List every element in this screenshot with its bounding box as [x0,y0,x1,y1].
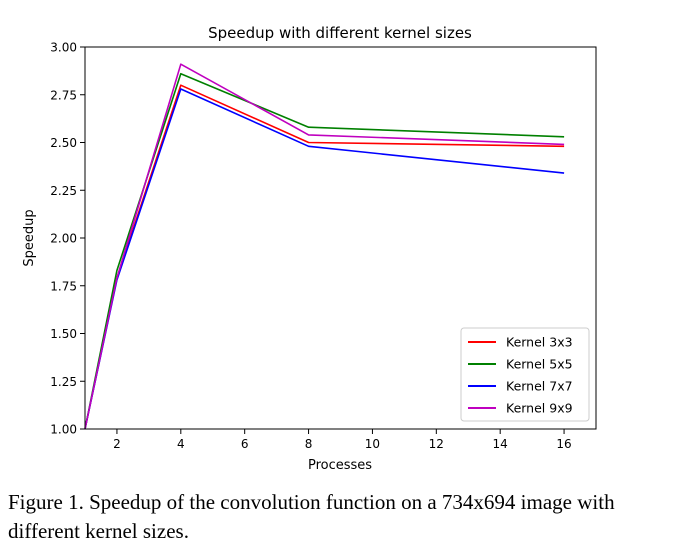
chart-title: Speedup with different kernel sizes [208,24,472,42]
legend-box [460,327,590,422]
x-tick-label: 12 [429,437,444,451]
y-tick-label: 1.75 [50,279,77,293]
x-tick-label: 6 [241,437,249,451]
legend-label-kernel-9x9: Kernel 9x9 [506,401,573,416]
x-tick-label: 8 [305,437,313,451]
plot-area-frame [84,46,597,430]
x-axis-ticks: 2 4 6 8 10 12 14 16 [113,429,572,451]
x-tick-label: 14 [493,437,508,451]
y-axis-label: Speedup [22,209,37,266]
y-tick-label: 2.50 [50,136,77,150]
x-tick-label: 4 [177,437,185,451]
x-tick-label: 16 [556,437,571,451]
y-tick-label: 2.00 [50,232,77,246]
legend-items: Kernel 3x3 Kernel 5x5 Kernel 7x7 Kernel 9x9 [468,335,573,416]
y-tick-label: 2.75 [50,88,77,102]
x-tick-label: 10 [365,437,380,451]
y-tick-label: 3.00 [50,41,77,55]
legend-label-kernel-3x3: Kernel 3x3 [506,335,573,350]
y-axis-ticks: 1.00 1.25 1.50 1.75 2.00 2.25 2.50 2.75 3.00 [50,41,85,437]
legend-label-kernel-7x7: Kernel 7x7 [506,379,573,394]
legend-label-kernel-5x5: Kernel 5x5 [506,357,573,372]
series-line-kernel-5x5 [84,72,565,430]
y-tick-label: 2.25 [50,184,77,198]
figure-caption: Figure 1. Speedup of the convolution fun… [8,490,615,543]
speedup-line-chart: Speedup with different kernel sizes 1.00… [22,24,597,473]
y-tick-label: 1.50 [50,327,77,341]
y-tick-label: 1.00 [50,423,77,437]
x-tick-label: 2 [113,437,121,451]
legend: Kernel 3x3 Kernel 5x5 Kernel 7x7 Kernel 9x9 [460,327,590,422]
x-axis-label: Processes [308,458,372,473]
y-tick-label: 1.25 [50,375,77,389]
series-lines [84,63,565,430]
series-line-kernel-9x9 [84,63,565,430]
